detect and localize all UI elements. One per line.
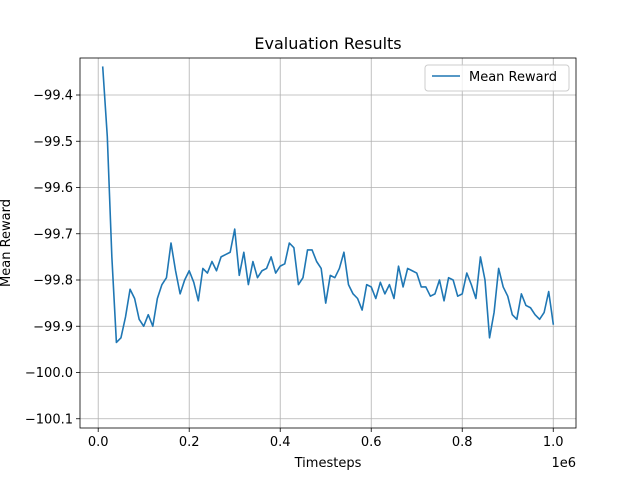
x-axis-offset-text: 1e6 <box>551 456 576 471</box>
series-line-mean-reward <box>101 66 555 344</box>
x-tick-label: 0.2 <box>179 435 200 450</box>
x-axis-label: Timesteps <box>294 456 362 471</box>
y-tick-label: −99.4 <box>33 89 73 104</box>
y-tick-label: −99.5 <box>33 135 73 150</box>
x-tick-label: 1.0 <box>543 435 564 450</box>
x-tick-label: 0.6 <box>361 435 382 450</box>
y-tick-label: −99.7 <box>33 227 73 242</box>
y-tick-label: −99.8 <box>33 274 73 289</box>
y-tick-label: −100.0 <box>25 366 73 381</box>
legend: Mean Reward <box>424 64 570 92</box>
series-layer <box>101 66 555 344</box>
x-tick-label: 0.0 <box>88 435 109 450</box>
y-tick-label: −99.6 <box>33 181 73 196</box>
y-axis-ticks: −99.4 −99.5 −99.6 −99.7 −99.8 −99.9 −100.0 −100… <box>25 89 80 427</box>
gridlines <box>80 58 576 428</box>
x-tick-label: 0.4 <box>270 435 291 450</box>
y-tick-label: −99.9 <box>33 320 73 335</box>
chart-title: Evaluation Results <box>254 34 401 53</box>
plot-area-frame <box>79 57 577 429</box>
x-tick-label: 0.8 <box>452 435 473 450</box>
y-tick-label: −100.1 <box>25 412 73 427</box>
y-axis-label: Mean Reward <box>0 199 14 287</box>
legend-box <box>424 64 570 92</box>
x-axis-ticks: 0.0 0.2 0.4 0.6 0.8 1.0 <box>88 428 564 450</box>
legend-label-mean-reward: Mean Reward <box>469 70 557 85</box>
